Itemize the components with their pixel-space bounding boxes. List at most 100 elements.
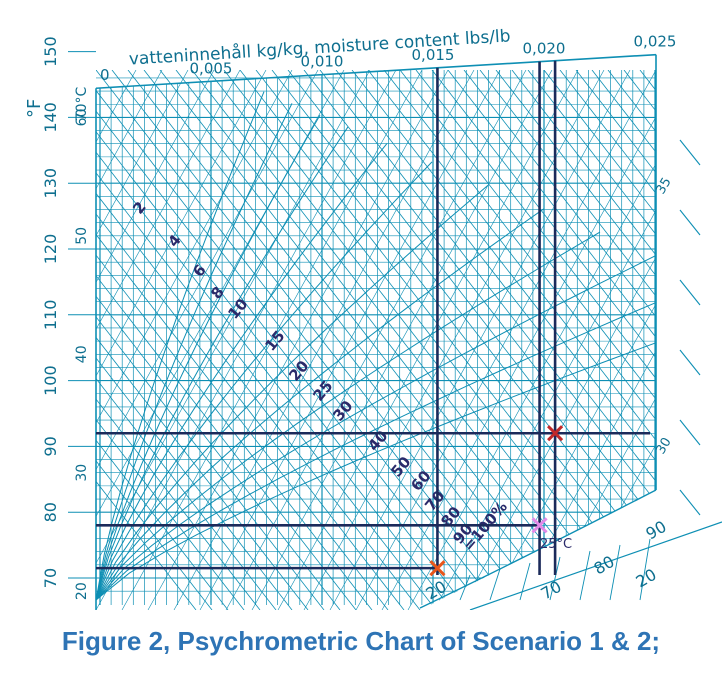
enthalpy-line (96, 110, 485, 610)
x-tick-label: 0,025 (634, 33, 677, 51)
chart-svg: 0 0,005 0,010 0,015 0,020 0,025 70 80 90 100 110 1… (24, 25, 722, 611)
f-tick-label: 90 (41, 436, 60, 456)
density-line (96, 70, 137, 143)
top-border (95, 53, 657, 90)
chart-boundary (95, 53, 722, 611)
density-line (96, 70, 215, 284)
rh-label: 40 (364, 427, 391, 455)
rh-label: 60 (407, 467, 434, 495)
c-tick-label: 30 (74, 464, 90, 482)
rh-label: 50 (387, 453, 414, 481)
enthalpy-line (383, 70, 656, 421)
density-line (96, 70, 397, 610)
enthalpy-line (111, 70, 533, 610)
c-tick-label: 40 (74, 345, 90, 363)
enthalpy-line (96, 419, 245, 610)
enthalpy-line (96, 89, 501, 610)
enthalpy-line (96, 295, 341, 610)
enthalpy-line (543, 70, 656, 215)
scenario-point (429, 560, 446, 577)
x-tick-label: 0,015 (412, 46, 455, 64)
density-line (96, 70, 319, 471)
enthalpy-line (511, 70, 656, 256)
c-tick-label: 50 (74, 227, 90, 245)
wetbulb-tick (519, 562, 531, 601)
wetbulb-tick (639, 538, 651, 601)
saturation-curve (419, 489, 657, 609)
wetbulb-tick (459, 574, 471, 601)
enthalpy-line (96, 316, 325, 610)
enthalpy-line (239, 70, 656, 606)
enthalpy-line (415, 70, 656, 380)
right-scale-tick (679, 419, 701, 446)
f-tick-label: 120 (41, 234, 60, 265)
rh-curve (96, 184, 489, 601)
enthalpy-line (207, 70, 629, 610)
density-line (329, 70, 631, 610)
density-line (277, 70, 579, 610)
enthalpy-line (96, 480, 197, 610)
enthalpy-line (96, 213, 405, 610)
point-stroke (429, 560, 446, 577)
enthalpy-line (96, 70, 517, 610)
enthalpy-line (96, 151, 453, 610)
rh-curve (96, 342, 656, 601)
x-tick-label: 0,005 (190, 59, 233, 77)
chart-grid (96, 70, 656, 605)
c-tick-label: 60 (74, 108, 90, 126)
enthalpy-line (96, 254, 373, 610)
enthalpy-line (479, 70, 656, 297)
x-tick-label: 0 (100, 66, 110, 84)
density-line (381, 116, 656, 610)
enthalpy-line (527, 70, 656, 236)
density-line (511, 350, 656, 610)
scenario-points (429, 425, 564, 577)
rh-curve (96, 161, 433, 601)
x-tick-label: 0,010 (301, 53, 344, 71)
rh-curve (96, 142, 388, 601)
enthalpy-line (143, 70, 565, 610)
density-line (121, 70, 423, 610)
f-tick-label: 140 (41, 102, 60, 133)
density-line (96, 70, 189, 237)
density-line (433, 209, 656, 610)
c-tick-label: 20 (74, 582, 90, 600)
rh-curve (96, 208, 545, 601)
density-line (96, 70, 267, 377)
enthalpy-line (96, 275, 357, 610)
density-line (96, 70, 241, 330)
right-scale-tick (679, 279, 701, 306)
f-tick-label: 130 (41, 168, 60, 199)
enthalpy-line (319, 70, 656, 503)
density-line (199, 70, 501, 610)
density-line (251, 70, 553, 610)
enthalpy-line (447, 70, 656, 339)
enthalpy-line (495, 70, 656, 277)
saturation-mask (420, 490, 722, 610)
rh-curve (96, 103, 293, 601)
enthalpy-line (159, 70, 581, 610)
right-scale-tick (679, 489, 701, 516)
density-line (355, 70, 656, 610)
scenario-point (531, 517, 548, 534)
density-line (407, 162, 656, 610)
right-scale-tick (679, 209, 701, 236)
enthalpy-line (96, 357, 293, 610)
rh-curve (96, 231, 601, 601)
x-axis-ticks: 0 0,005 0,010 0,015 0,020 0,025 (100, 33, 676, 84)
enthalpy-line (96, 131, 469, 610)
point-stroke (531, 517, 548, 534)
density-line (147, 70, 449, 610)
wetbulb-tick (609, 544, 621, 601)
rh-curve (96, 126, 349, 601)
enthalpy-line (335, 70, 656, 483)
enthalpy-line (175, 70, 597, 610)
wetbulb-tick (489, 568, 501, 601)
scenario-point (547, 425, 564, 442)
enthalpy-line (96, 192, 421, 610)
density-line (459, 256, 656, 610)
density-line (225, 70, 527, 610)
density-line (537, 396, 656, 610)
point-stroke (547, 425, 564, 442)
